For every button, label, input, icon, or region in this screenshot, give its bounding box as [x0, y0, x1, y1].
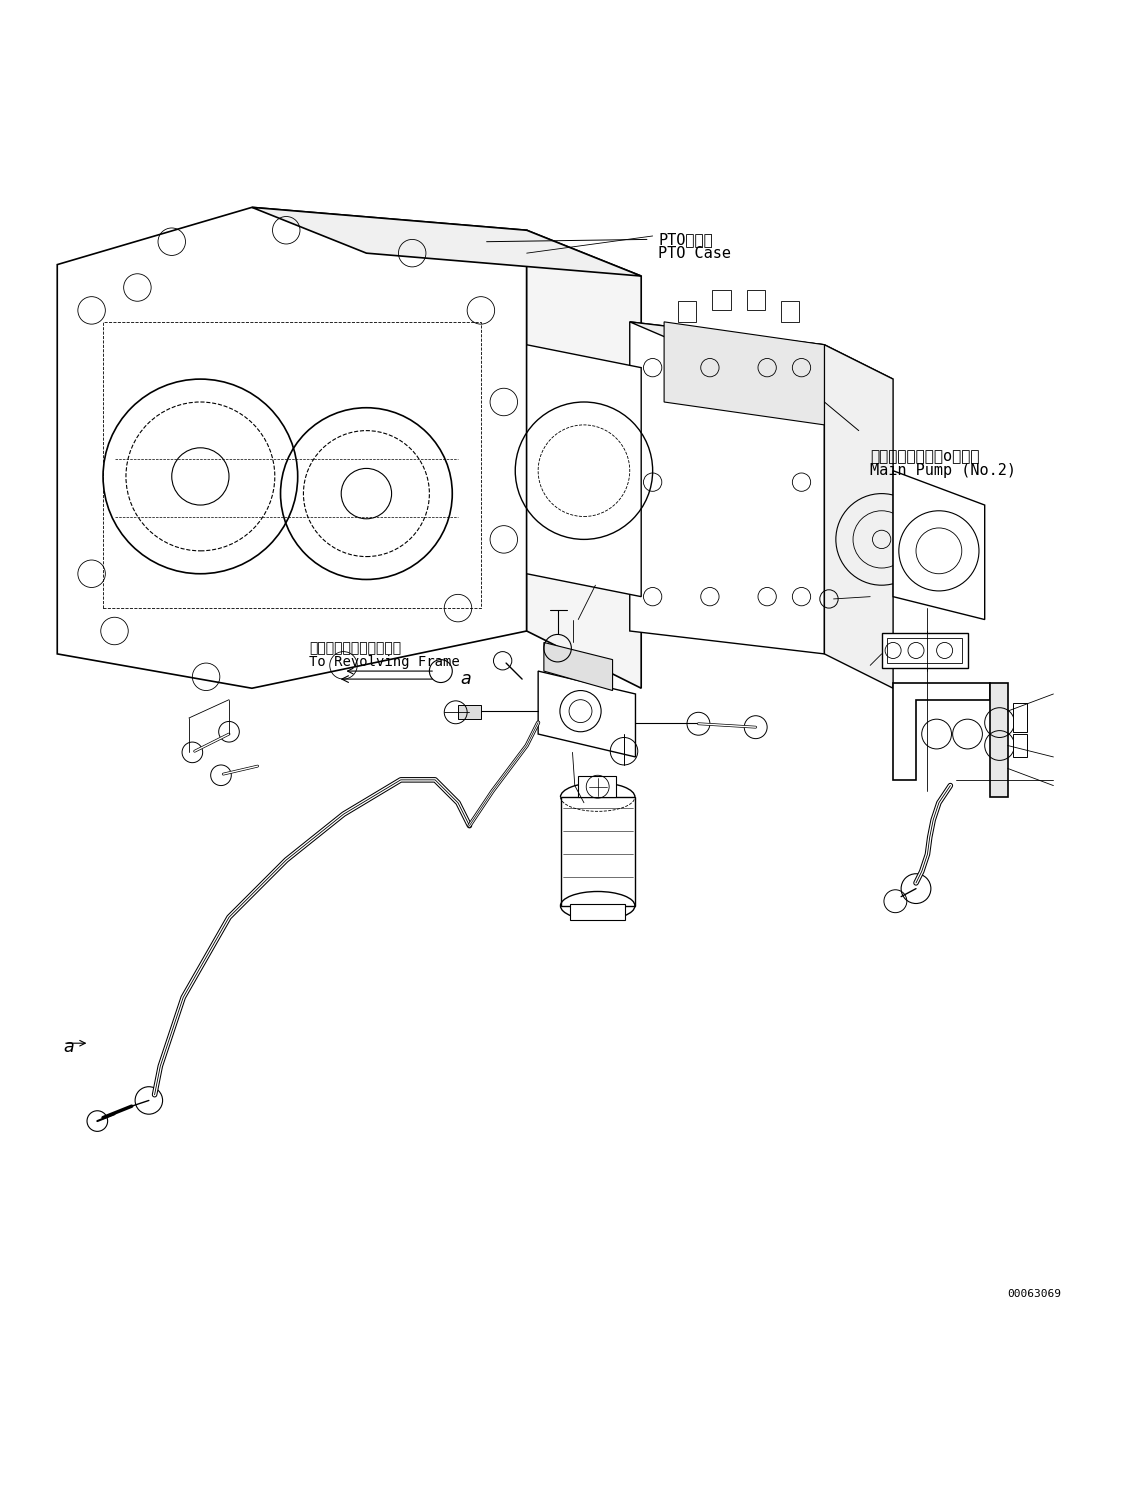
Bar [712, 289, 731, 310]
Bar [747, 289, 765, 310]
Text: 00063069: 00063069 [1008, 1288, 1061, 1299]
Polygon shape [544, 643, 613, 690]
Bar [678, 301, 696, 322]
Text: レボルビングフレームへ: レボルビングフレームへ [309, 641, 401, 655]
Polygon shape [893, 471, 985, 620]
Bar [1013, 734, 1027, 757]
Text: Main Pump (No.2): Main Pump (No.2) [870, 464, 1017, 479]
Bar [458, 705, 481, 719]
Bar [578, 777, 616, 798]
Polygon shape [561, 798, 635, 907]
Polygon shape [630, 322, 893, 379]
Bar [1013, 704, 1027, 732]
Polygon shape [824, 344, 893, 689]
Bar [781, 301, 799, 322]
Bar [882, 634, 968, 668]
Bar [887, 638, 962, 663]
Polygon shape [57, 207, 527, 689]
Polygon shape [527, 344, 641, 596]
Text: To Revolving Frame: To Revolving Frame [309, 655, 460, 669]
Circle shape [135, 1087, 163, 1114]
Polygon shape [664, 322, 824, 425]
Bar [570, 904, 625, 920]
Circle shape [901, 874, 931, 904]
Text: a: a [63, 1038, 73, 1056]
Text: PTO Case: PTO Case [658, 246, 732, 261]
Text: PTOケース: PTOケース [658, 233, 713, 248]
Circle shape [429, 659, 452, 683]
Polygon shape [990, 683, 1008, 798]
Polygon shape [893, 683, 990, 780]
Polygon shape [630, 322, 824, 655]
Polygon shape [527, 230, 641, 689]
Text: メインポンプ（Ｎo．２）: メインポンプ（Ｎo．２） [870, 449, 980, 465]
Polygon shape [538, 671, 635, 757]
Text: a: a [460, 669, 471, 687]
Polygon shape [252, 207, 641, 276]
